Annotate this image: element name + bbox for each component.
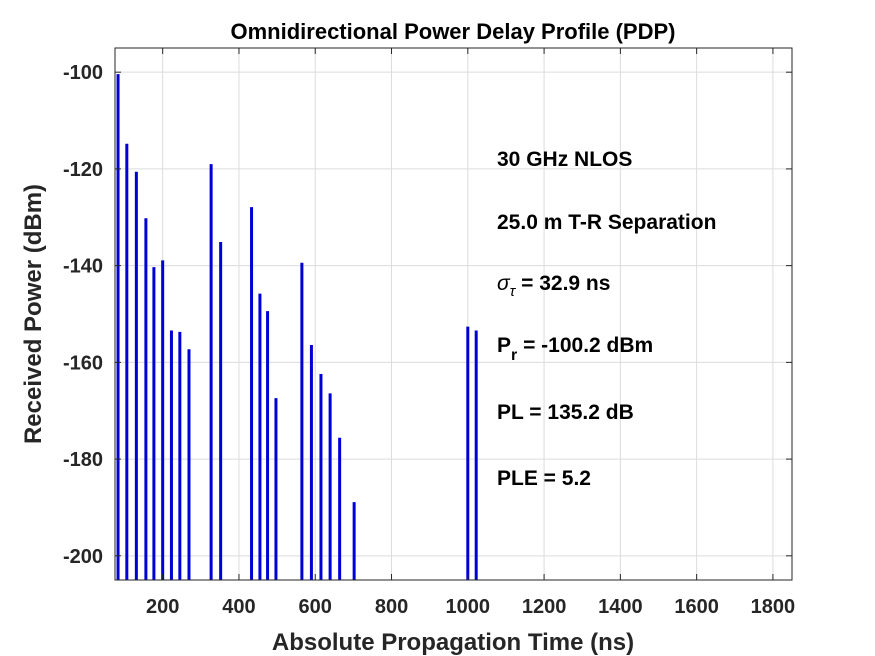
y-tick-label: -100: [63, 62, 103, 84]
chart-title: Omnidirectional Power Delay Profile (PDP…: [231, 19, 676, 44]
sigma-symbol: σ: [497, 272, 511, 295]
x-tick-label: 400: [222, 596, 255, 618]
x-tick-label: 1800: [751, 596, 796, 618]
x-tick-label: 1600: [674, 596, 719, 618]
x-tick-label: 1000: [446, 596, 491, 618]
pdp-bars: [116, 74, 478, 580]
x-tick-label: 200: [146, 596, 179, 618]
pr-subscript: r: [511, 347, 517, 364]
sigma-value: = 32.9 ns: [515, 272, 610, 295]
x-tick-label: 1200: [522, 596, 567, 618]
annotation-path-loss: PL = 135.2 dB: [497, 401, 634, 424]
annotation-block: 30 GHz NLOS 25.0 m T-R Separation στ = 3…: [497, 148, 716, 490]
sigma-subscript: τ: [510, 283, 517, 300]
annotation-ple: PLE = 5.2: [497, 467, 591, 490]
x-tick-label: 600: [299, 596, 332, 618]
x-tick-label: 800: [375, 596, 408, 618]
axis-ticks: 200 400 600 800 1000 1200 1400 1600 1800 -100 -120…: [63, 48, 795, 618]
y-axis-label: Received Power (dBm): [20, 184, 47, 444]
y-tick-label: -120: [63, 159, 103, 181]
x-axis-label: Absolute Propagation Time (ns): [272, 629, 634, 656]
y-tick-label: -160: [63, 352, 103, 374]
pr-symbol: P: [497, 334, 511, 357]
annotation-frequency: 30 GHz NLOS: [497, 148, 632, 171]
annotation-received-power: Pr = -100.2 dBm: [497, 334, 653, 364]
grid: [115, 48, 792, 580]
y-tick-label: -180: [63, 449, 103, 471]
plot-area: [115, 48, 792, 580]
y-tick-label: -140: [63, 256, 103, 278]
plot-frame: [114, 47, 793, 581]
y-tick-label: -200: [63, 546, 103, 568]
annotation-separation: 25.0 m T-R Separation: [497, 211, 716, 234]
pr-value: = -100.2 dBm: [517, 334, 653, 357]
annotation-rms-delay-spread: στ = 32.9 ns: [497, 272, 610, 300]
x-tick-label: 1400: [598, 596, 643, 618]
